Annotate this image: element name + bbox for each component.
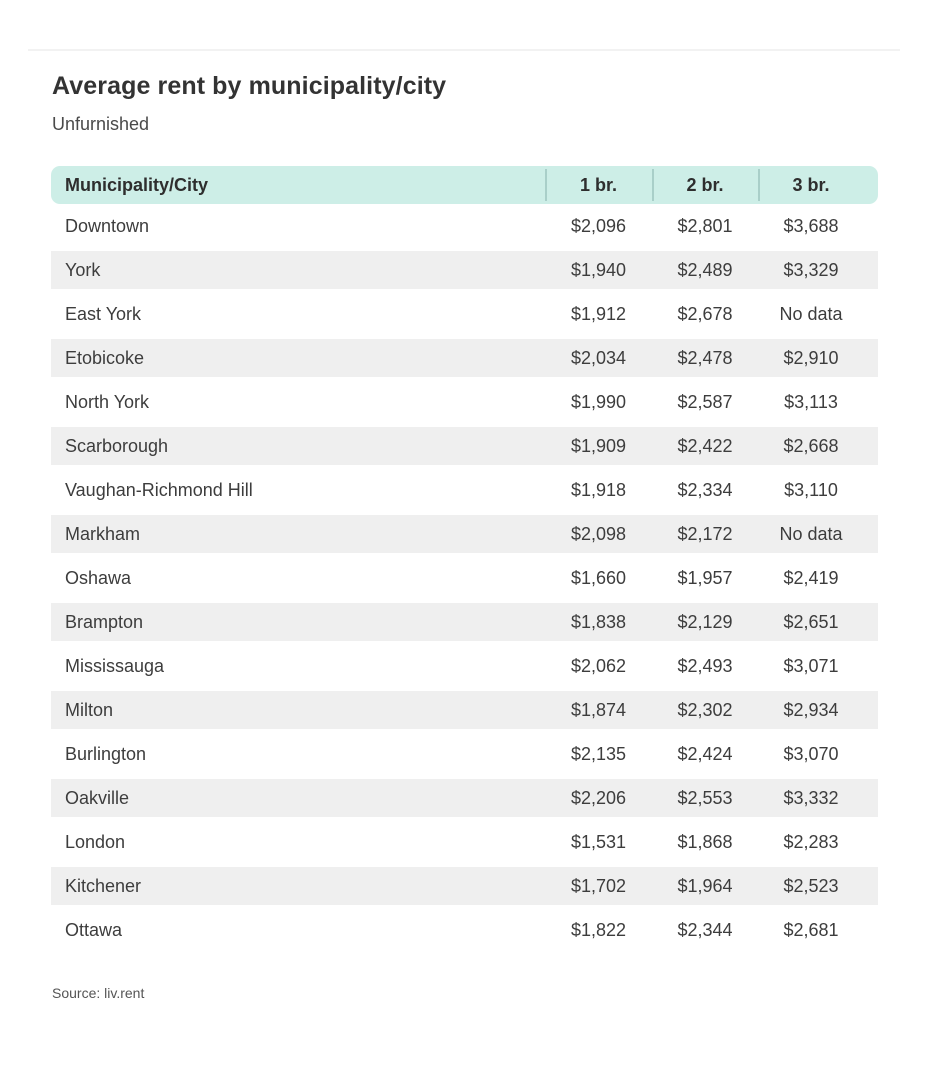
table-header-row: Municipality/City 1 br. 2 br. 3 br. — [51, 166, 878, 204]
rent-1br-cell: $1,822 — [570, 919, 627, 940]
city-cell: London — [65, 831, 126, 852]
rent-2br-cell: $1,964 — [677, 875, 733, 896]
rent-1br-cell: $2,135 — [570, 743, 627, 764]
city-cell: Scarborough — [65, 435, 169, 456]
rent-3br-cell: $2,668 — [783, 435, 839, 456]
rent-1br-cell: $1,990 — [570, 391, 627, 412]
rent-1br-cell: $1,909 — [570, 435, 627, 456]
rent-2br-cell: $2,478 — [677, 347, 733, 368]
table-row: London $1,531 $1,868 $2,283 — [51, 820, 878, 864]
rent-2br-cell: $2,587 — [677, 391, 733, 412]
rent-3br-cell: $3,070 — [783, 743, 839, 764]
rent-3br-cell: $3,688 — [783, 215, 839, 236]
rent-1br-cell: $1,940 — [570, 259, 627, 280]
rent-3br-cell: $2,681 — [783, 919, 839, 940]
rent-3br-cell: $2,283 — [783, 831, 839, 852]
table-row: East York $1,912 $2,678 No data — [51, 292, 878, 336]
rent-2br-cell: $1,957 — [677, 567, 733, 588]
rent-2br-cell: $2,424 — [677, 743, 733, 764]
city-cell: Ottawa — [65, 919, 123, 940]
rent-1br-cell: $2,206 — [570, 787, 627, 808]
city-cell: York — [65, 259, 101, 280]
rent-1br-cell: $1,912 — [570, 303, 627, 324]
city-cell: Vaughan-Richmond Hill — [65, 479, 253, 500]
rent-2br-cell: $2,129 — [677, 611, 733, 632]
rent-2br-cell: $2,553 — [677, 787, 733, 808]
table-row: York $1,940 $2,489 $3,329 — [51, 248, 878, 292]
rent-2br-cell: $2,678 — [677, 303, 733, 324]
city-cell: Milton — [65, 699, 114, 720]
rent-2br-cell: $2,801 — [677, 215, 733, 236]
rent-1br-cell: $1,874 — [570, 699, 627, 720]
page-subtitle: Unfurnished — [52, 114, 150, 134]
table-row: Ottawa $1,822 $2,344 $2,681 — [51, 908, 878, 952]
rent-3br-cell: $3,110 — [784, 479, 838, 500]
rent-1br-cell: $2,096 — [570, 215, 627, 236]
table-row: Mississauga $2,062 $2,493 $3,071 — [51, 644, 878, 688]
rent-3br-cell: $3,329 — [783, 259, 839, 280]
table-row: Scarborough $1,909 $2,422 $2,668 — [51, 424, 878, 468]
column-header-2br: 2 br. — [652, 166, 758, 204]
rent-3br-cell: $2,419 — [783, 567, 839, 588]
rent-1br-cell: $1,531 — [570, 831, 627, 852]
rent-2br-cell: $2,172 — [677, 523, 733, 544]
city-cell: Oshawa — [65, 567, 132, 588]
city-cell: Oakville — [65, 787, 130, 808]
rent-2br-cell: $2,422 — [677, 435, 733, 456]
table-row: Etobicoke $2,034 $2,478 $2,910 — [51, 336, 878, 380]
column-header-municipality: Municipality/City — [65, 174, 209, 195]
table-row: North York $1,990 $2,587 $3,113 — [51, 380, 878, 424]
city-cell: Brampton — [65, 611, 144, 632]
table-row: Milton $1,874 $2,302 $2,934 — [51, 688, 878, 732]
city-cell: Markham — [65, 523, 141, 544]
table-row: Brampton $1,838 $2,129 $2,651 — [51, 600, 878, 644]
city-cell: Downtown — [65, 215, 150, 236]
city-cell: Mississauga — [65, 655, 165, 676]
rent-3br-cell: $3,113 — [784, 391, 838, 412]
city-cell: Kitchener — [65, 875, 142, 896]
city-cell: Burlington — [65, 743, 147, 764]
rent-1br-cell: $1,660 — [570, 567, 627, 588]
page: Average rent by municipality/city Unfurn… — [0, 49, 928, 1001]
rent-3br-cell: $2,910 — [783, 347, 839, 368]
rent-2br-cell: $2,334 — [677, 479, 733, 500]
rent-3br-cell: $2,523 — [783, 875, 839, 896]
rent-1br-cell: $2,034 — [570, 347, 627, 368]
page-title: Average rent by municipality/city — [52, 72, 447, 100]
column-header-1br: 1 br. — [545, 166, 652, 204]
rent-3br-cell: No data — [779, 523, 843, 544]
table-row: Markham $2,098 $2,172 No data — [51, 512, 878, 556]
source-attribution: Source: liv.rent — [52, 985, 145, 1001]
rent-3br-cell: $3,332 — [783, 787, 839, 808]
rent-1br-cell: $2,098 — [570, 523, 627, 544]
rent-2br-cell: $2,344 — [677, 919, 733, 940]
rent-table: Municipality/City 1 br. 2 br. 3 br. Down… — [51, 166, 878, 952]
rent-3br-cell: $3,071 — [783, 655, 839, 676]
table-row: Vaughan-Richmond Hill $1,918 $2,334 $3,1… — [51, 468, 878, 512]
rent-1br-cell: $1,918 — [570, 479, 627, 500]
rent-1br-cell: $1,838 — [570, 611, 627, 632]
rent-2br-cell: $2,302 — [677, 699, 733, 720]
column-header-3br: 3 br. — [758, 166, 878, 204]
rent-3br-cell: $2,934 — [783, 699, 839, 720]
rent-1br-cell: $2,062 — [570, 655, 627, 676]
rent-3br-cell: $2,651 — [783, 611, 839, 632]
city-cell: Etobicoke — [65, 347, 145, 368]
city-cell: East York — [65, 303, 142, 324]
table-row: Burlington $2,135 $2,424 $3,070 — [51, 732, 878, 776]
table-row: Downtown $2,096 $2,801 $3,688 — [51, 204, 878, 248]
city-cell: North York — [65, 391, 150, 412]
rent-3br-cell: No data — [779, 303, 843, 324]
rent-2br-cell: $2,489 — [677, 259, 733, 280]
table-row: Oakville $2,206 $2,553 $3,332 — [51, 776, 878, 820]
top-divider-rule — [28, 49, 900, 51]
rent-1br-cell: $1,702 — [570, 875, 627, 896]
rent-2br-cell: $2,493 — [677, 655, 733, 676]
table-body: Downtown $2,096 $2,801 $3,688 York $1,94… — [51, 204, 878, 952]
table-row: Oshawa $1,660 $1,957 $2,419 — [51, 556, 878, 600]
rent-2br-cell: $1,868 — [677, 831, 733, 852]
table-row: Kitchener $1,702 $1,964 $2,523 — [51, 864, 878, 908]
